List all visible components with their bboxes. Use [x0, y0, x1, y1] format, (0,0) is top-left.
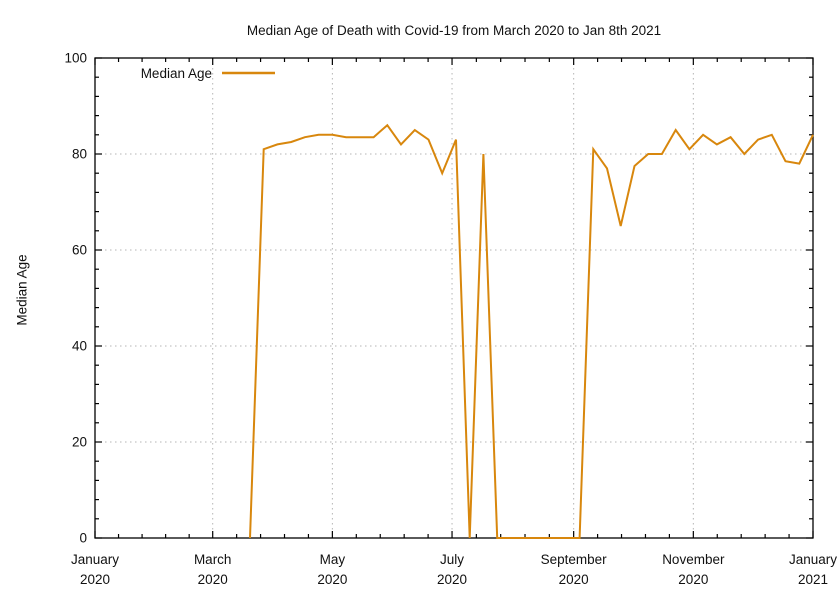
x-tick-label-month: May [320, 552, 346, 567]
legend-label: Median Age [140, 66, 212, 81]
x-tick-label-year: 2020 [437, 572, 467, 587]
x-tick-label-year: 2020 [80, 572, 110, 587]
x-tick-label-month: September [541, 552, 608, 567]
plot-border [94, 57, 814, 539]
median-age-line [249, 123, 814, 539]
x-tick-label-month: January [789, 552, 837, 567]
x-tick-label-year: 2020 [317, 572, 347, 587]
x-tick-label-month: January [71, 552, 119, 567]
x-tick-label-year: 2020 [559, 572, 589, 587]
x-tick-label-year: 2020 [678, 572, 708, 587]
x-tick-label-month: March [194, 552, 232, 567]
x-tick-label-year: 2021 [798, 572, 828, 587]
x-tick-label-month: July [440, 552, 464, 567]
x-tick-label-month: November [662, 552, 725, 567]
y-tick-label: 0 [79, 531, 87, 546]
chart-title: Median Age of Death with Covid-19 from M… [246, 23, 662, 38]
y-tick-label: 100 [64, 51, 87, 66]
x-tick-label-year: 2020 [198, 572, 228, 587]
y-tick-label: 20 [72, 435, 87, 450]
y-tick-label: 40 [72, 339, 87, 354]
y-tick-label: 60 [72, 243, 87, 258]
y-tick-label: 80 [72, 147, 87, 162]
